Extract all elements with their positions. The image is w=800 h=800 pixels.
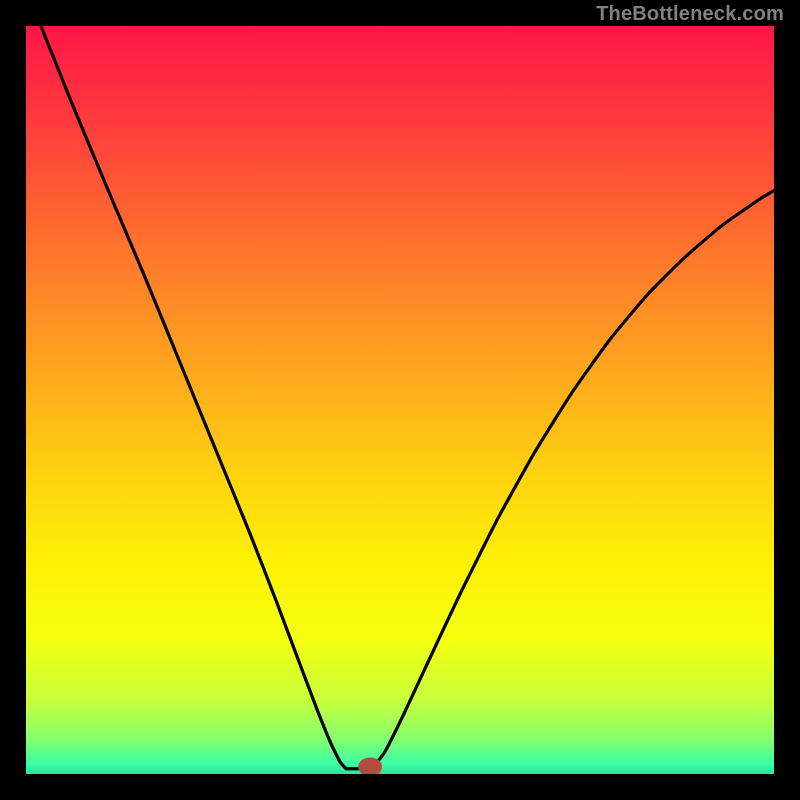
plot-background-gradient: [26, 26, 774, 774]
minimum-marker: [358, 758, 382, 777]
watermark-text: TheBottleneck.com: [596, 3, 784, 26]
chart-svg: [0, 0, 800, 800]
figure-root: TheBottleneck.com: [0, 0, 800, 800]
